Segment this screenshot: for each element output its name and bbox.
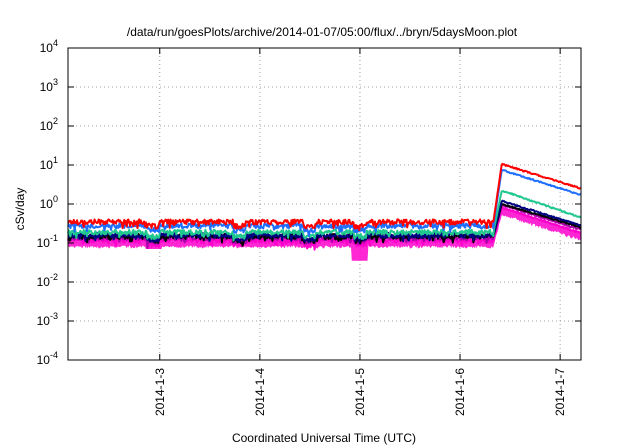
y-tick-labels: 10-4 10-3 10-2 10-1 100 101 102 103 104: [37, 38, 58, 367]
y-tick-label: 10-2: [37, 272, 58, 289]
chart-title: /data/run/goesPlots/archive/2014-01-07/0…: [127, 25, 518, 39]
series-line-3: [67, 190, 582, 242]
y-tick-label: 100: [40, 194, 58, 211]
axes: [67, 47, 582, 361]
y-tick-label: 101: [40, 155, 58, 172]
x-tick-label: 2014-1-3: [153, 368, 167, 416]
y-tick-label: 103: [40, 77, 58, 94]
x-tick-label: 2014-1-6: [453, 368, 467, 416]
plot-frame: [67, 47, 582, 361]
x-tick-label: 2014-1-4: [253, 368, 267, 416]
series-line-1: [67, 162, 582, 232]
y-tick-label: 104: [40, 38, 58, 55]
x-tick-labels: 2014-1-3 2014-1-4 2014-1-5 2014-1-6 2014-1-7: [153, 368, 567, 416]
series-lines: [67, 162, 582, 261]
x-tick-label: 2014-1-5: [353, 368, 367, 416]
y-axis-label: cSv/day: [13, 188, 27, 231]
y-tick-label: 10-4: [37, 350, 58, 367]
y-tick-label: 10-1: [37, 233, 58, 250]
y-tick-label: 10-3: [37, 311, 58, 328]
y-tick-label: 102: [40, 116, 58, 133]
x-tick-label: 2014-1-7: [553, 368, 567, 416]
x-axis-label: Coordinated Universal Time (UTC): [232, 431, 416, 445]
